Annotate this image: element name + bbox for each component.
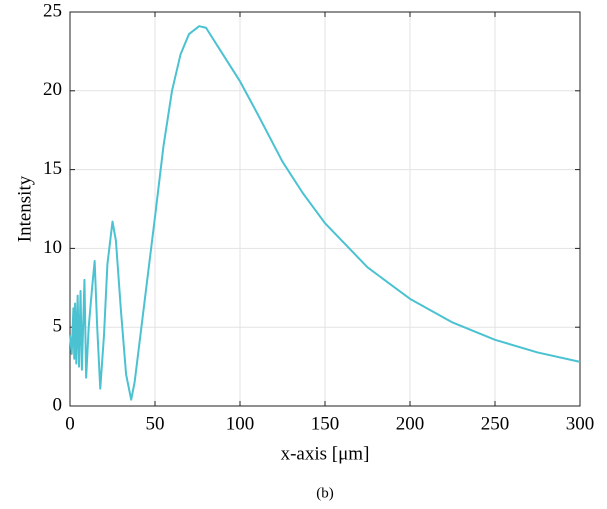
y-tick-label: 10: [43, 237, 62, 258]
y-axis-label: Intensity: [14, 175, 35, 242]
y-tick-label: 25: [43, 0, 62, 21]
y-tick-label: 15: [43, 158, 62, 179]
y-tick-label: 5: [53, 316, 63, 337]
data-line: [69, 25, 581, 401]
x-tick-label: 200: [396, 413, 425, 434]
x-tick-label: 100: [226, 413, 255, 434]
plot-frame: [69, 11, 581, 407]
y-tick-label: 20: [43, 79, 62, 100]
x-tick-label: 150: [311, 413, 340, 434]
caption: (b): [316, 485, 334, 501]
x-tick-label: 50: [146, 413, 165, 434]
x-tick-label: 250: [481, 413, 510, 434]
x-tick-label: 300: [566, 413, 595, 434]
x-tick-label: 0: [65, 413, 75, 434]
x-axis-label: x-axis [μm]: [281, 443, 370, 464]
y-tick-label: 0: [53, 394, 63, 415]
